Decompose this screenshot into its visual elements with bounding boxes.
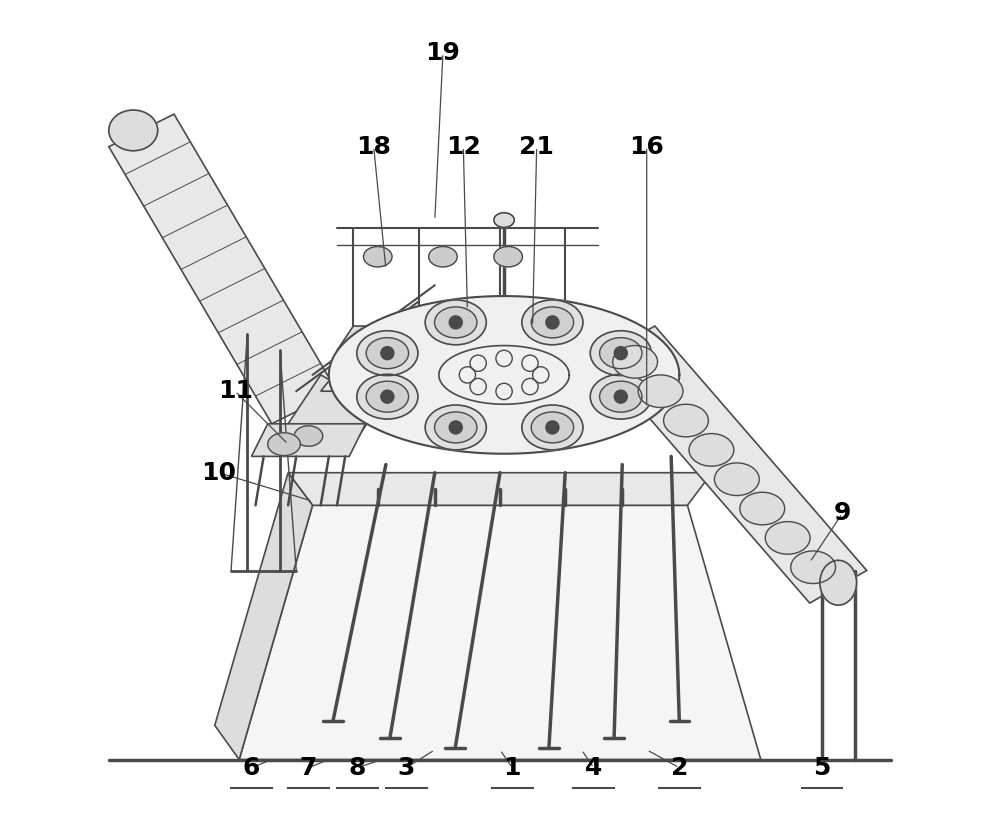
Polygon shape [239, 505, 761, 760]
Text: 3: 3 [398, 756, 415, 780]
Text: 10: 10 [201, 460, 236, 485]
Ellipse shape [765, 522, 810, 554]
Circle shape [381, 390, 394, 403]
Circle shape [449, 316, 462, 329]
Ellipse shape [531, 307, 574, 338]
Ellipse shape [109, 110, 158, 151]
Ellipse shape [435, 307, 477, 338]
Text: 11: 11 [218, 379, 253, 403]
Text: 2: 2 [671, 756, 688, 780]
Ellipse shape [268, 433, 300, 456]
Text: 9: 9 [834, 501, 851, 526]
Text: 6: 6 [243, 756, 260, 780]
Polygon shape [288, 375, 378, 456]
Ellipse shape [600, 381, 642, 412]
Ellipse shape [522, 405, 583, 450]
Ellipse shape [714, 463, 759, 496]
Text: 7: 7 [300, 756, 317, 780]
Ellipse shape [494, 213, 514, 227]
Text: 4: 4 [585, 756, 602, 780]
Text: 19: 19 [426, 41, 460, 65]
Ellipse shape [425, 405, 486, 450]
Polygon shape [251, 424, 366, 456]
Ellipse shape [366, 381, 409, 412]
Ellipse shape [820, 561, 857, 605]
Polygon shape [329, 296, 679, 454]
Ellipse shape [740, 492, 785, 525]
Polygon shape [215, 473, 313, 760]
Ellipse shape [791, 551, 836, 584]
Circle shape [614, 346, 627, 359]
Polygon shape [288, 473, 712, 505]
Ellipse shape [664, 404, 708, 437]
Ellipse shape [435, 412, 477, 443]
Polygon shape [337, 326, 630, 350]
Circle shape [546, 316, 559, 329]
Ellipse shape [590, 374, 651, 419]
Circle shape [614, 390, 627, 403]
Text: 21: 21 [519, 134, 554, 159]
Ellipse shape [600, 337, 642, 368]
Ellipse shape [522, 300, 583, 345]
Ellipse shape [357, 331, 418, 376]
Ellipse shape [531, 412, 574, 443]
Polygon shape [489, 367, 519, 440]
Ellipse shape [363, 246, 392, 267]
Text: 8: 8 [349, 756, 366, 780]
Ellipse shape [689, 434, 734, 466]
Ellipse shape [590, 331, 651, 376]
Circle shape [449, 421, 462, 434]
Text: 16: 16 [629, 134, 664, 159]
Text: 1: 1 [503, 756, 521, 780]
Ellipse shape [425, 300, 486, 345]
Polygon shape [321, 350, 630, 391]
Ellipse shape [613, 346, 658, 378]
Circle shape [381, 346, 394, 359]
Polygon shape [109, 114, 337, 424]
Ellipse shape [638, 375, 683, 408]
Ellipse shape [357, 374, 418, 419]
Ellipse shape [494, 246, 522, 267]
Polygon shape [598, 326, 867, 603]
Ellipse shape [366, 337, 409, 368]
Ellipse shape [294, 425, 323, 447]
Circle shape [546, 421, 559, 434]
Ellipse shape [429, 246, 457, 267]
Text: 5: 5 [813, 756, 831, 780]
Text: 12: 12 [446, 134, 481, 159]
Text: 18: 18 [356, 134, 391, 159]
